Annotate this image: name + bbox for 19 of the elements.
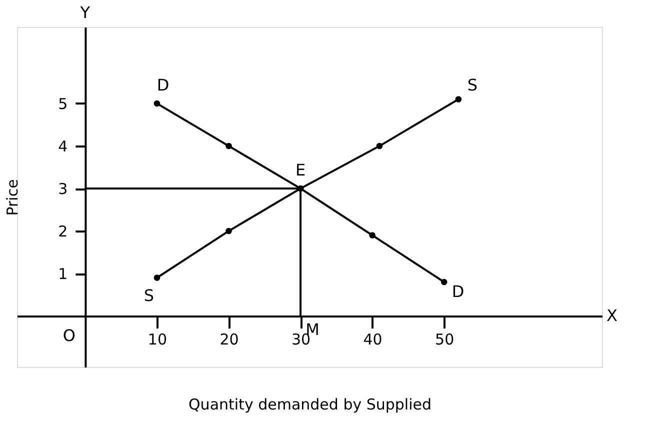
text: Y xyxy=(79,3,90,22)
x-tick-label: 40 xyxy=(363,330,382,348)
annotation: E xyxy=(295,160,306,180)
annotation: S xyxy=(144,286,154,305)
y-tick-label: 3 xyxy=(58,180,68,198)
annotation: S xyxy=(467,75,478,94)
y-tick-label: 2 xyxy=(58,222,68,240)
y-tick-label: 1 xyxy=(58,265,68,283)
annotation: O xyxy=(62,326,76,345)
annotation: D xyxy=(156,76,170,94)
x-axis-title: Quantity demanded by Supplied xyxy=(188,396,432,414)
y-axis-title: Price xyxy=(4,179,22,216)
x-tick-label: 50 xyxy=(435,330,454,348)
y-tick-label: 4 xyxy=(58,138,68,156)
x-tick-label: 20 xyxy=(220,330,239,348)
text: X xyxy=(606,306,618,325)
x-tick-label: 10 xyxy=(148,330,168,348)
annotation: D xyxy=(452,282,464,301)
y-tick-label: 5 xyxy=(58,95,68,113)
